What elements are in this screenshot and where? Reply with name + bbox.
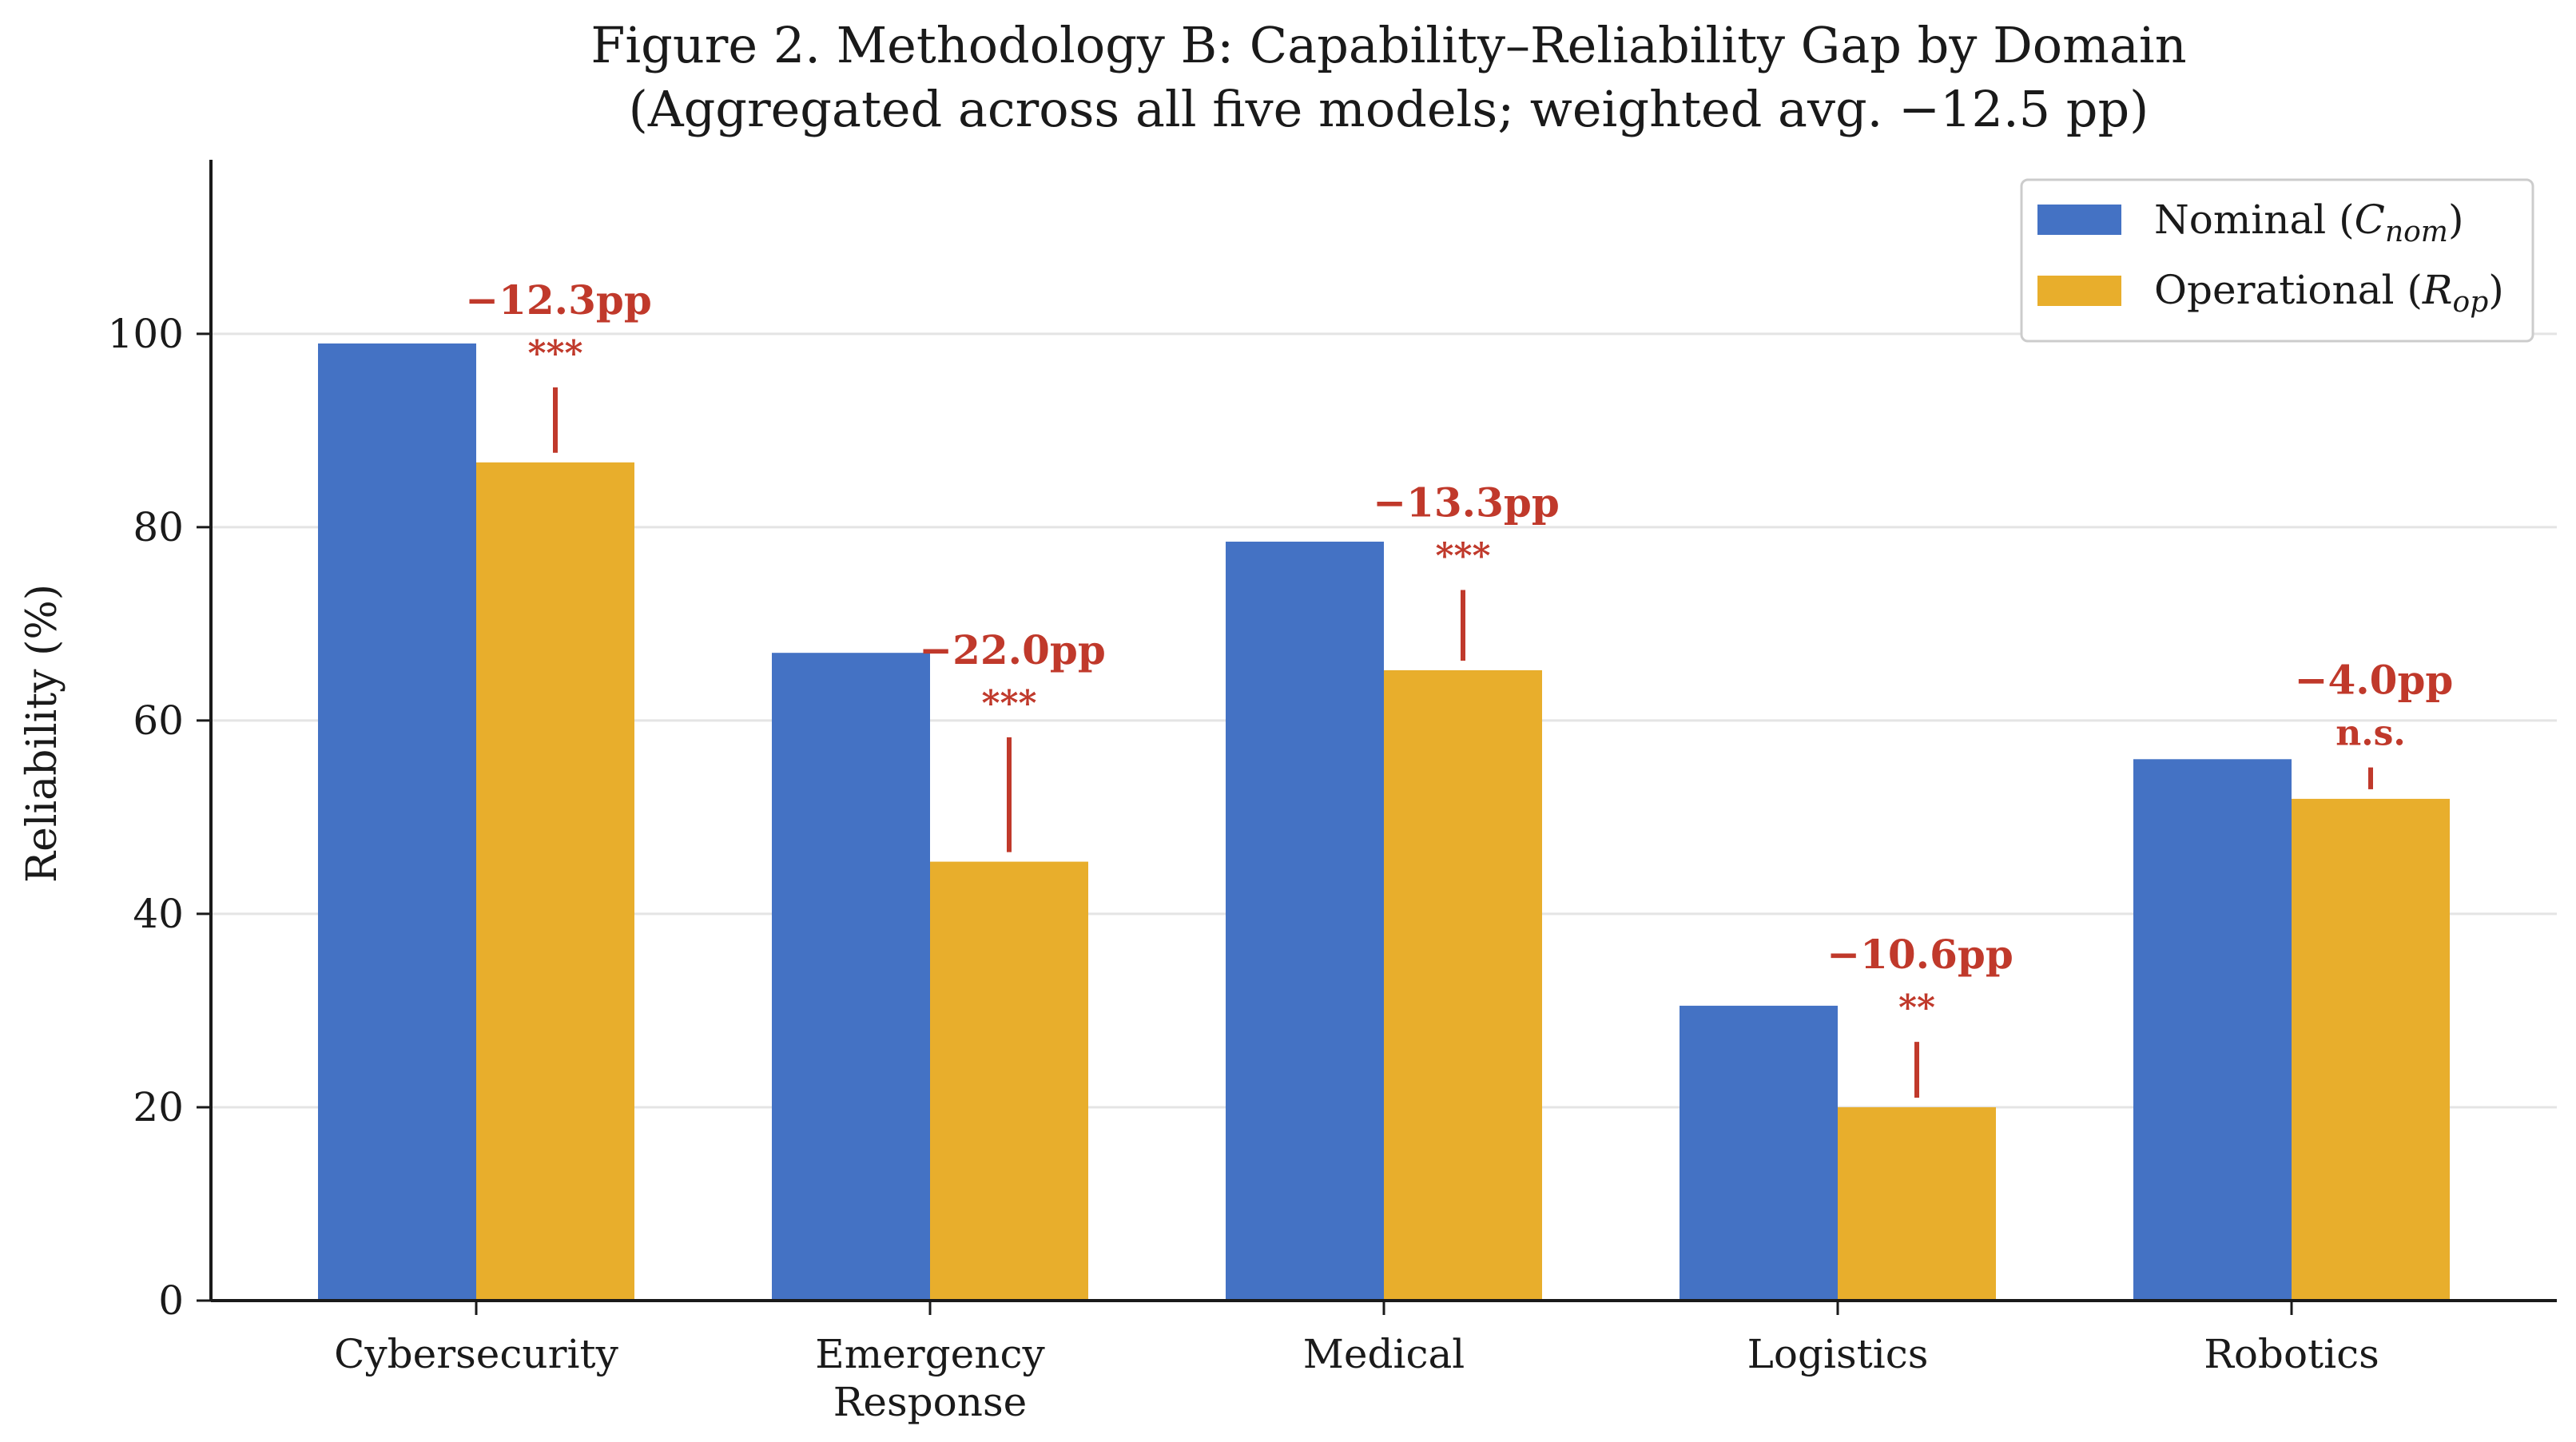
bar-nominal xyxy=(2133,759,2292,1301)
gap-value-label: −22.0pp xyxy=(919,626,1106,673)
x-tick-label: Cybersecurity xyxy=(334,1331,618,1377)
axes: 0 20 40 60 80 100 Cybersecurity Emergency Respon… xyxy=(108,160,2557,1425)
significance-label: *** xyxy=(981,683,1036,724)
y-tick-label: 40 xyxy=(133,891,184,937)
y-tick-label: 0 xyxy=(158,1277,184,1324)
legend-label-operational: Operational (Rop) xyxy=(2154,267,2504,319)
bar-nominal xyxy=(318,343,476,1301)
y-tick-label: 100 xyxy=(108,311,184,357)
gap-value-label: −13.3pp xyxy=(1373,479,1560,526)
y-tick-label: 20 xyxy=(133,1084,184,1130)
gap-value-label: −10.6pp xyxy=(1827,931,2013,978)
bar-nominal xyxy=(772,653,930,1301)
bar-nominal xyxy=(1680,1005,1838,1301)
significance-label: *** xyxy=(527,333,582,374)
chart-title: Figure 2. Methodology B: Capability–Reli… xyxy=(590,16,2186,74)
y-axis-label: Reliability (%) xyxy=(18,584,66,883)
significance-label: *** xyxy=(1435,535,1490,576)
x-tick-label: Robotics xyxy=(2204,1331,2379,1377)
x-tick-label: Medical xyxy=(1303,1331,1465,1377)
y-tick-label: 80 xyxy=(133,504,184,550)
bar-operational xyxy=(476,462,634,1301)
legend-frame xyxy=(2020,178,2534,343)
gap-value-label: −12.3pp xyxy=(465,276,652,324)
gap-value-label: −4.0pp xyxy=(2295,657,2454,704)
legend: Nominal (Cnom) Operational (Rop) xyxy=(2020,178,2534,343)
chart-subtitle: (Aggregated across all five models; weig… xyxy=(629,80,2149,138)
bar-operational xyxy=(1838,1106,1996,1301)
legend-label-nominal: Nominal (Cnom) xyxy=(2154,197,2463,248)
gap-annotations: *** −12.3pp *** −22.0pp *** −13.3pp ** −10.6pp n… xyxy=(465,276,2453,1098)
bars xyxy=(318,343,2450,1301)
significance-label: ** xyxy=(1898,987,1935,1028)
x-tick-label: Emergency Response xyxy=(815,1331,1045,1425)
x-tick-label: Logistics xyxy=(1747,1331,1929,1377)
bar-operational xyxy=(2292,798,2450,1301)
bar-operational xyxy=(1384,669,1542,1301)
y-tick-label: 60 xyxy=(133,697,184,744)
legend-swatch-nominal xyxy=(2037,205,2121,235)
significance-label: n.s. xyxy=(2335,713,2405,754)
legend-swatch-operational xyxy=(2037,276,2121,306)
bar-nominal xyxy=(1226,542,1384,1301)
bar-operational xyxy=(930,861,1088,1301)
